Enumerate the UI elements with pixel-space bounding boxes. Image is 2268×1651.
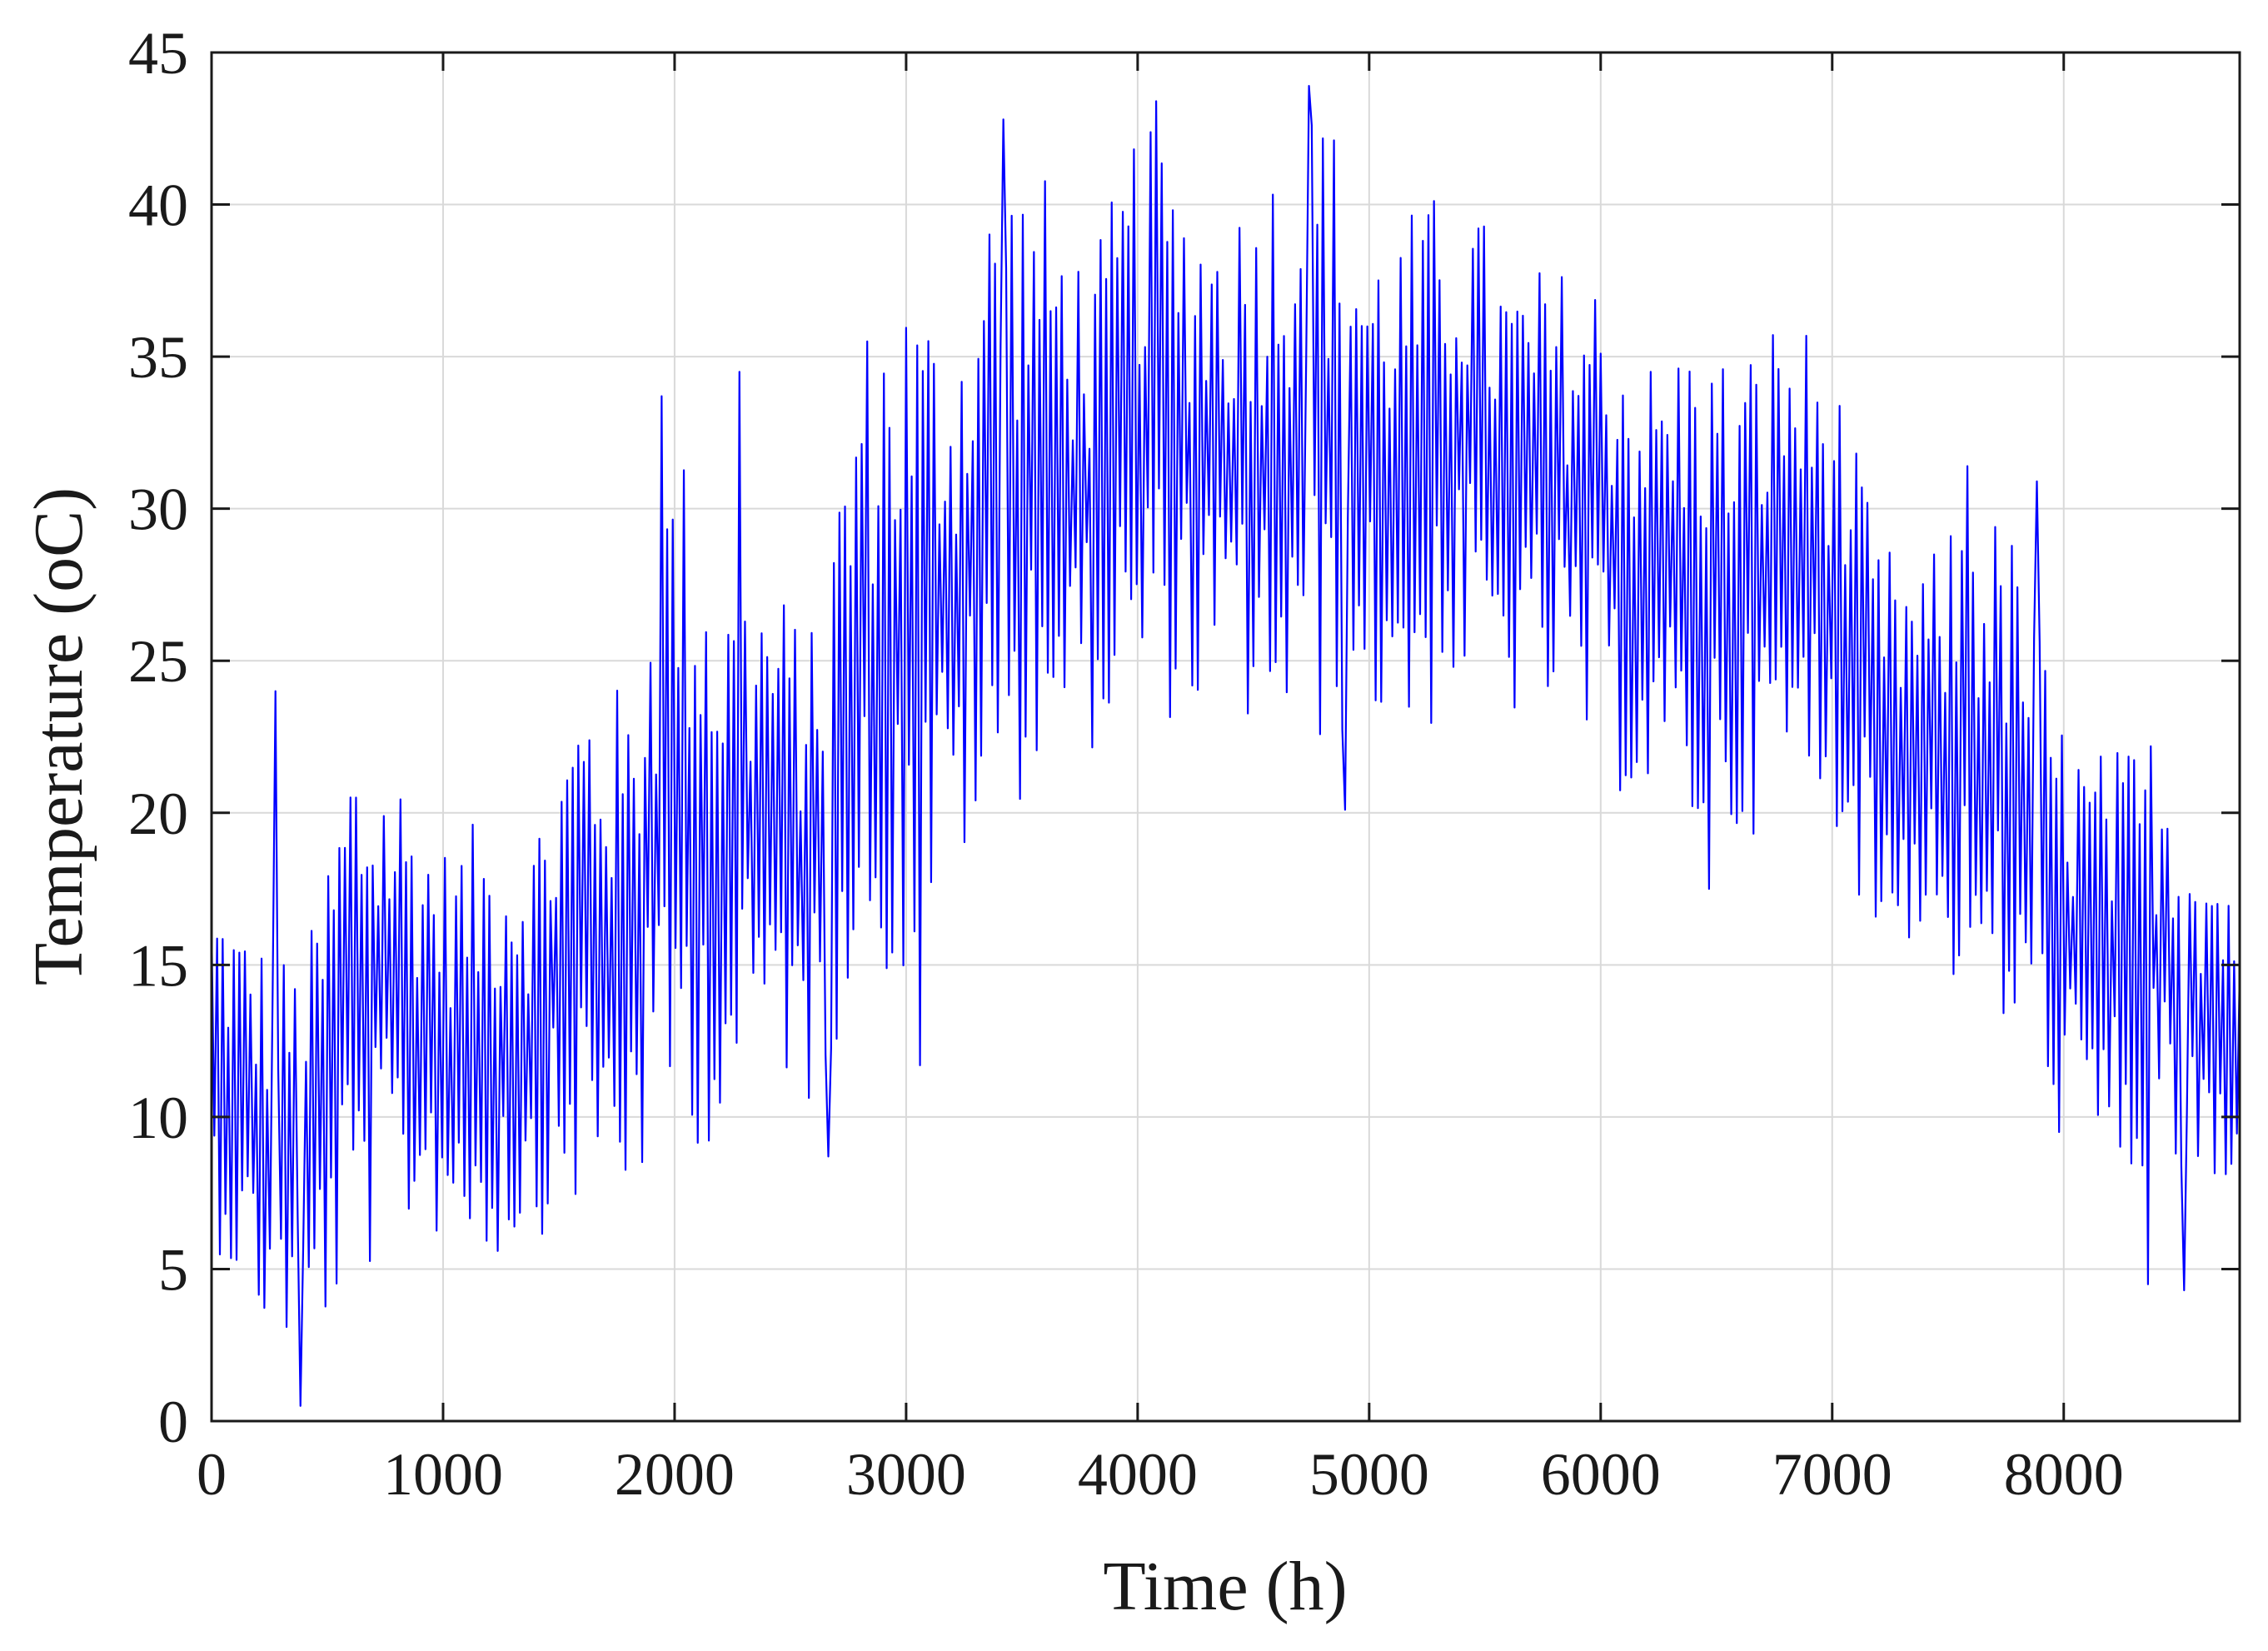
x-tick-label: 5000: [1309, 1441, 1429, 1508]
x-tick-label: 0: [197, 1441, 227, 1508]
y-axis-title: Temperature (oC): [20, 487, 97, 985]
y-tick-label: 35: [128, 324, 188, 391]
tick-layer: 0 1000 2000 3000 4000 5000 6000 7000 8000 0 5 10 15 2…: [128, 20, 2240, 1508]
y-tick-label: 30: [128, 476, 188, 543]
x-axis-title: Time (h): [1103, 1548, 1347, 1625]
series-layer: [210, 85, 2241, 1407]
y-tick-label: 20: [128, 781, 188, 847]
x-tick-label: 3000: [846, 1441, 966, 1508]
x-tick-label: 4000: [1078, 1441, 1198, 1508]
x-tick-label: 1000: [383, 1441, 503, 1508]
y-tick-label: 10: [128, 1085, 188, 1151]
x-tick-label: 2000: [615, 1441, 735, 1508]
x-tick-label: 8000: [2004, 1441, 2124, 1508]
x-tick-label: 7000: [1772, 1441, 1892, 1508]
y-tick-label: 25: [128, 628, 188, 695]
plot-frame: [210, 51, 2241, 1423]
y-tick-label: 5: [158, 1236, 188, 1303]
y-tick-label: 0: [158, 1389, 188, 1455]
temperature-series-line: [210, 85, 2241, 1407]
y-tick-label: 45: [128, 20, 188, 87]
y-tick-label: 15: [128, 932, 188, 999]
y-tick-label: 40: [128, 172, 188, 239]
x-tick-label: 6000: [1541, 1441, 1661, 1508]
